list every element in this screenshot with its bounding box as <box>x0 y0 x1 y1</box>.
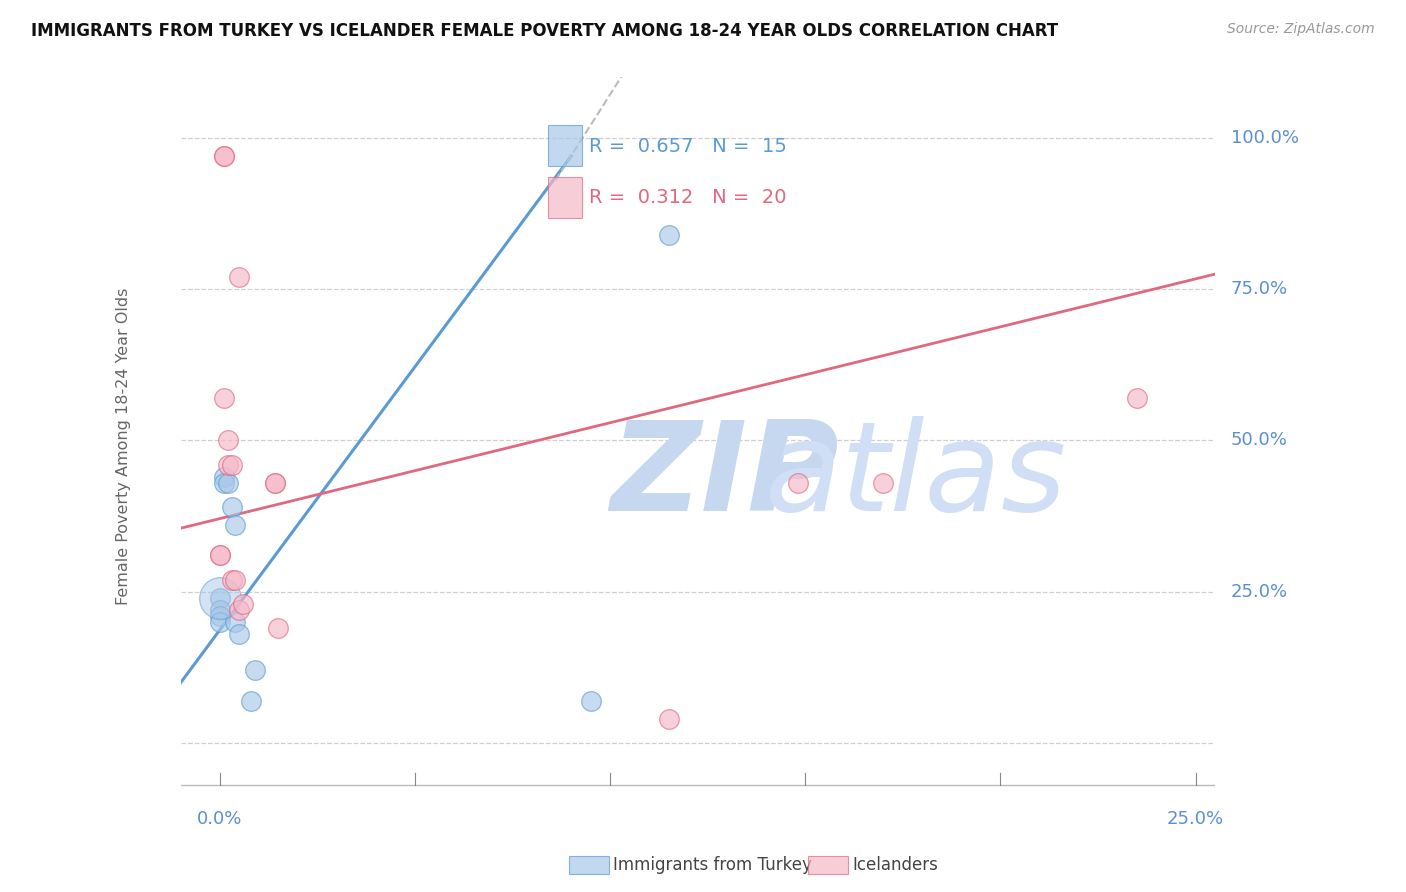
Point <box>658 227 681 242</box>
Point <box>224 573 246 587</box>
Point <box>208 591 231 605</box>
Point <box>212 391 235 405</box>
Text: 25.0%: 25.0% <box>1167 810 1225 828</box>
Point <box>786 475 808 490</box>
Text: 100.0%: 100.0% <box>1230 129 1299 147</box>
Point <box>232 597 254 611</box>
Point <box>872 475 894 490</box>
Bar <box>548 126 582 166</box>
Text: 25.0%: 25.0% <box>1230 582 1288 600</box>
Text: Source: ZipAtlas.com: Source: ZipAtlas.com <box>1227 22 1375 37</box>
Point <box>224 518 246 533</box>
Point <box>243 664 266 678</box>
Text: 0.0%: 0.0% <box>197 810 243 828</box>
Point <box>212 469 235 483</box>
Point <box>228 270 250 285</box>
Point <box>208 549 231 563</box>
Bar <box>548 178 582 218</box>
Text: Immigrants from Turkey: Immigrants from Turkey <box>613 856 811 874</box>
Point <box>221 458 243 472</box>
Text: 75.0%: 75.0% <box>1230 280 1288 298</box>
Text: ZIP: ZIP <box>610 416 839 536</box>
Point <box>267 621 290 635</box>
Text: Female Poverty Among 18-24 Year Olds: Female Poverty Among 18-24 Year Olds <box>117 288 132 605</box>
Point <box>228 603 250 617</box>
Point <box>263 475 285 490</box>
Point <box>579 693 602 707</box>
Point <box>208 608 231 623</box>
Point <box>217 458 239 472</box>
Point <box>212 475 235 490</box>
Text: atlas: atlas <box>765 416 1067 536</box>
Point <box>263 475 285 490</box>
Point <box>212 149 235 163</box>
Point <box>658 712 681 726</box>
Point <box>208 603 231 617</box>
Text: Icelanders: Icelanders <box>852 856 938 874</box>
Text: R =  0.657   N =  15: R = 0.657 N = 15 <box>589 136 787 155</box>
Point <box>221 573 243 587</box>
Point <box>1126 391 1149 405</box>
Point <box>228 627 250 641</box>
Point <box>212 149 235 163</box>
Point <box>217 434 239 448</box>
Text: IMMIGRANTS FROM TURKEY VS ICELANDER FEMALE POVERTY AMONG 18-24 YEAR OLDS CORRELA: IMMIGRANTS FROM TURKEY VS ICELANDER FEMA… <box>31 22 1059 40</box>
Point <box>224 615 246 629</box>
Point <box>221 500 243 514</box>
Point <box>208 591 231 605</box>
Text: 50.0%: 50.0% <box>1230 432 1288 450</box>
Text: R =  0.312   N =  20: R = 0.312 N = 20 <box>589 188 787 207</box>
Point <box>240 693 263 707</box>
Point <box>208 549 231 563</box>
Point <box>217 475 239 490</box>
Point <box>208 615 231 629</box>
